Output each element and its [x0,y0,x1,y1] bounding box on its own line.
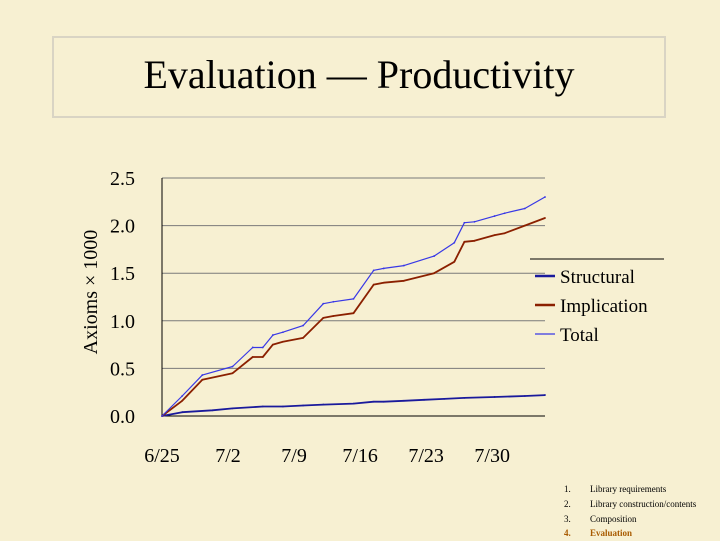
data-point-total [463,221,466,224]
outline-item-number: 4. [564,528,571,539]
series-line-total [161,196,546,417]
legend-label: Total [560,325,599,346]
data-point-total [523,207,526,210]
data-point-structural [372,400,375,403]
y-tick-label: 2.5 [110,168,135,190]
data-point-total [231,365,234,368]
data-point-implication [493,234,496,237]
y-axis-label: Axioms × 1000 [80,230,102,355]
data-point-implication [433,272,436,275]
slide-title-frame: Evaluation — Productivity [52,36,666,118]
data-point-total [402,264,405,267]
data-point-implication [473,239,476,242]
data-point-structural [261,405,264,408]
data-point-implication [544,217,546,219]
data-point-total [161,415,163,417]
y-tick-label: 2.0 [110,216,135,238]
data-point-structural [423,398,425,401]
y-tick-label: 1.0 [110,311,135,333]
data-point-total [271,334,274,336]
outline-item-number: 3. [564,513,571,524]
data-point-structural [523,395,526,397]
x-tick-label: 6/25 [144,445,180,467]
y-tick-label: 0.0 [110,406,135,428]
data-point-total [382,267,385,270]
y-tick-label: 0.5 [110,358,135,380]
data-point-implication [201,378,204,381]
data-point-implication [523,224,526,227]
x-tick-label: 7/30 [474,445,510,467]
outline-item-number: 1. [564,484,571,495]
data-point-structural [443,397,446,400]
data-point-structural [211,409,214,412]
data-point-total [322,302,325,305]
data-point-implication [322,317,325,319]
data-point-total [473,220,476,223]
legend-label: Structural [560,267,635,288]
data-point-implication [251,356,254,358]
x-tick-label: 7/2 [215,445,241,467]
data-point-structural [322,403,325,406]
data-point-structural [382,400,385,403]
data-point-structural [302,404,305,407]
data-point-structural [231,407,234,410]
data-point-structural [493,396,496,398]
slide-title: Evaluation — Productivity [143,51,575,97]
data-point-implication [271,343,274,346]
outline-item-label: Composition [590,513,637,524]
y-tick-label: 1.5 [110,263,135,285]
data-point-implication [332,315,335,317]
data-point-structural [463,397,466,399]
data-point-implication [261,356,264,358]
data-point-structural [352,402,355,405]
x-tick-label: 7/9 [281,445,307,467]
data-point-structural [282,405,284,408]
x-tick-label: 7/23 [408,445,444,467]
data-point-total [302,324,305,327]
section-outline: 1. Library requirements 2. Library const… [560,482,696,541]
data-point-total [352,298,355,300]
outline-item-current: 4. Evaluation [560,526,696,541]
data-point-structural [402,399,405,402]
outline-item: 2. Library construction/contents [560,497,696,512]
data-point-total [332,300,335,303]
legend-label: Implication [560,296,648,317]
series-line-implication [161,217,546,417]
outline-item-label: Evaluation [590,528,633,539]
data-point-total [433,255,436,257]
data-point-total [372,269,375,272]
data-point-implication [302,337,305,339]
data-point-structural [544,394,546,396]
data-point-total [201,374,204,376]
x-tick-label: 7/16 [342,445,378,467]
data-point-total [282,331,284,334]
data-point-implication [282,340,284,343]
data-point-total [251,346,254,349]
data-point-total [453,241,456,244]
outline-item-number: 2. [564,499,571,510]
data-point-implication [231,372,234,375]
data-point-implication [181,399,184,402]
data-point-total [181,395,184,397]
data-point-total [493,215,496,217]
data-point-total [544,196,546,198]
outline-item-label: Library construction/contents [590,499,697,510]
data-point-implication [352,312,355,315]
data-point-implication [372,283,375,286]
data-point-implication [382,281,385,284]
data-point-implication [463,240,466,243]
data-point-implication [402,279,405,282]
data-point-total [261,346,264,349]
series-line-structural [161,394,546,417]
outline-item: 1. Library requirements [560,482,696,497]
data-point-structural [181,411,184,414]
data-point-total [503,212,506,215]
outline-item: 3. Composition [560,511,696,526]
data-point-implication [503,232,506,235]
outline-item-label: Library requirements [590,484,667,495]
data-point-implication [453,260,456,263]
